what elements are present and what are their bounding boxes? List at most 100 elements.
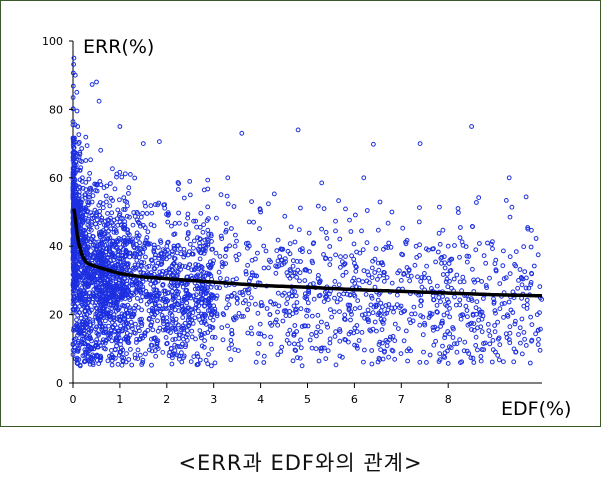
scatter-point (305, 308, 311, 314)
scatter-point (91, 346, 96, 352)
scatter-point (430, 325, 436, 330)
scatter-point (100, 205, 106, 211)
scatter-point (224, 305, 229, 311)
scatter-point (433, 338, 439, 344)
scatter-point (199, 296, 205, 301)
scatter-point (377, 273, 383, 279)
scatter-point (88, 239, 93, 245)
scatter-point (94, 352, 100, 358)
scatter-point (395, 326, 401, 332)
scatter-point (89, 212, 95, 218)
scatter-point (457, 279, 463, 285)
scatter-point (121, 259, 126, 265)
scatter-point (306, 230, 312, 236)
scatter-point (106, 260, 112, 266)
scatter-point (78, 297, 84, 303)
scatter-point (471, 327, 477, 333)
scatter-point (101, 185, 107, 191)
scatter-point (245, 245, 250, 251)
scatter-point (523, 343, 529, 348)
scatter-point (376, 355, 382, 361)
scatter-point (154, 344, 160, 350)
scatter-point (349, 311, 354, 317)
scatter-point (287, 267, 293, 273)
scatter-point (493, 267, 499, 273)
scatter-point (71, 161, 77, 166)
scatter-point (94, 188, 100, 194)
scatter-point (422, 275, 427, 281)
scatter-point (321, 206, 327, 212)
scatter-point (179, 350, 184, 356)
x-tick-label: 1 (116, 393, 123, 406)
x-axis-label: EDF(%) (501, 398, 571, 420)
scatter-point (143, 254, 148, 260)
scatter-point (415, 274, 420, 280)
scatter-point (454, 341, 460, 347)
scatter-point (161, 296, 167, 302)
scatter-point (76, 357, 82, 362)
scatter-point (76, 132, 82, 138)
scatter-point (449, 256, 455, 262)
scatter-point (309, 345, 315, 351)
scatter-point (163, 302, 169, 308)
scatter-point (436, 230, 442, 236)
scatter-point (229, 331, 235, 337)
scatter-point (288, 224, 294, 230)
scatter-point (93, 182, 99, 187)
scatter-point (468, 355, 474, 361)
scatter-point (231, 204, 237, 209)
scatter-point (479, 279, 485, 284)
scatter-point (516, 332, 521, 337)
scatter-point (132, 250, 138, 256)
scatter-point (324, 236, 330, 241)
scatter-point (316, 280, 322, 286)
scatter-point (306, 249, 312, 255)
scatter-point (184, 236, 190, 241)
scatter-point (319, 180, 325, 186)
scatter-point (220, 337, 226, 343)
scatter-point (90, 320, 96, 326)
scatter-point (464, 259, 470, 265)
scatter-point (138, 214, 144, 220)
scatter-point (338, 254, 343, 260)
scatter-point (418, 279, 424, 284)
scatter-point (92, 207, 98, 213)
scatter-point (169, 325, 175, 331)
scatter-point (71, 297, 77, 302)
scatter-point (261, 243, 267, 249)
scatter-point (205, 186, 211, 192)
scatter-point (418, 303, 424, 309)
scatter-point (373, 246, 379, 252)
scatter-point (266, 257, 272, 263)
scatter-point (327, 340, 333, 346)
x-tick-label: 5 (304, 393, 311, 406)
scatter-point (119, 362, 125, 368)
scatter-point (224, 193, 230, 199)
scatter-point (93, 282, 99, 288)
scatter-point (75, 312, 80, 318)
scatter-point (295, 127, 301, 133)
scatter-point (109, 338, 115, 344)
scatter-point (361, 359, 366, 365)
scatter-point (424, 360, 429, 365)
scatter-point (164, 326, 169, 331)
scatter-point (75, 293, 80, 299)
scatter-point (381, 278, 387, 284)
scatter-point (140, 279, 146, 285)
scatter-point (291, 303, 297, 309)
scatter-point (101, 228, 106, 233)
scatter-point (177, 264, 182, 270)
scatter-point (147, 347, 152, 353)
scatter-point (490, 246, 495, 252)
scatter-point (463, 303, 469, 309)
scatter-point (131, 244, 137, 250)
scatter-point (266, 201, 271, 207)
scatter-point (134, 285, 140, 291)
scatter-point (236, 348, 241, 354)
scatter-point (506, 299, 512, 305)
scatter-point (195, 299, 201, 305)
scatter-point (119, 174, 125, 180)
x-tick-label: 7 (398, 393, 405, 406)
scatter-point (357, 305, 363, 311)
scatter-point (285, 248, 291, 254)
